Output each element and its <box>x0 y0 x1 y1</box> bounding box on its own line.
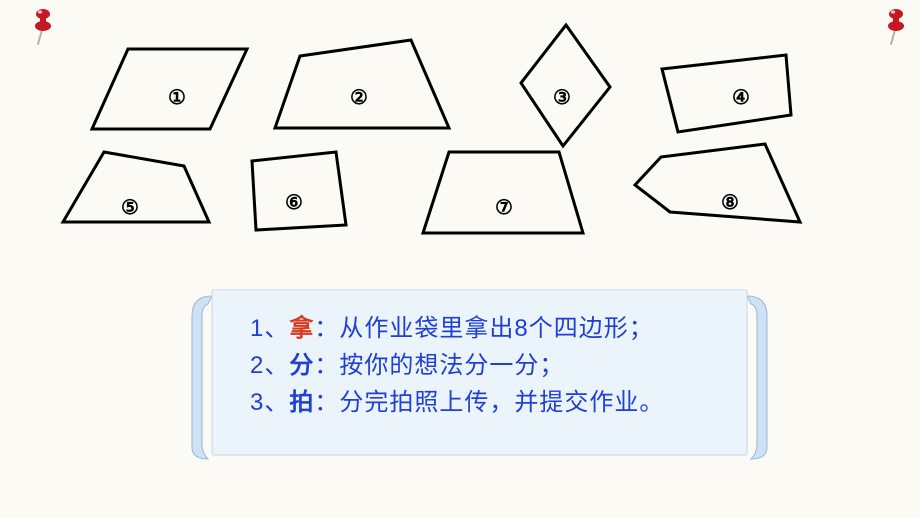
shape-label-5: ⑤ <box>121 195 139 220</box>
instruction-scroll: 1、拿：从作业袋里拿出8个四边形；2、分：按你的想法分一分；3、拍：分完拍照上传… <box>212 290 747 455</box>
line-keyword: 拍 <box>289 389 314 416</box>
line-text: 分完拍照上传，并提交作业。 <box>339 389 664 416</box>
line-number: 2、 <box>250 352 289 379</box>
shape-label-4: ④ <box>732 85 750 110</box>
pushpin-left <box>30 6 54 40</box>
line-text: 按你的想法分一分； <box>339 352 564 379</box>
shape-8 <box>635 144 800 222</box>
pushpin-right <box>883 6 907 40</box>
line-number: 1、 <box>250 315 289 342</box>
shape-label-6: ⑥ <box>285 190 303 215</box>
line-text: 从作业袋里拿出8个四边形； <box>339 315 653 342</box>
line-number: 3、 <box>250 389 289 416</box>
shape-label-2: ② <box>350 85 368 110</box>
line-separator: ： <box>314 389 339 416</box>
line-keyword: 分 <box>289 352 314 379</box>
line-separator: ： <box>314 352 339 379</box>
shape-label-1: ① <box>168 85 186 110</box>
shape-label-8: ⑧ <box>721 190 739 215</box>
line-keyword: 拿 <box>289 315 314 342</box>
shape-7 <box>423 152 583 233</box>
instruction-line-1: 1、拿：从作业袋里拿出8个四边形； <box>250 310 721 347</box>
shape-2 <box>275 40 449 128</box>
line-separator: ： <box>314 315 339 342</box>
shape-label-3: ③ <box>553 85 571 110</box>
shape-label-7: ⑦ <box>495 195 513 220</box>
instruction-line-2: 2、分：按你的想法分一分； <box>250 347 721 384</box>
shape-4 <box>662 55 791 132</box>
instruction-line-3: 3、拍：分完拍照上传，并提交作业。 <box>250 384 721 421</box>
